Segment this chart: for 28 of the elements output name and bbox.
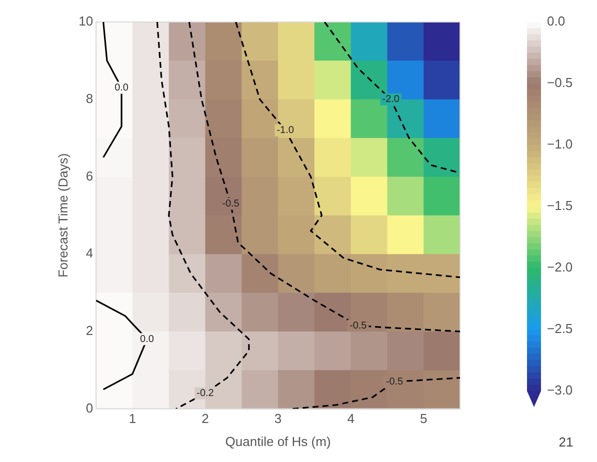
x-tick-label: 1 — [128, 411, 136, 426]
text: 21 — [558, 434, 574, 450]
annotation: 0.0 — [114, 82, 129, 94]
color-bar-label: −1.0 — [547, 136, 573, 152]
color-bar-label: −3.0 — [547, 382, 573, 398]
y-axis-title: Forecast Time (Days) — [55, 153, 70, 278]
annotation: -0.5 — [386, 376, 404, 388]
x-tick-label: 3 — [274, 411, 282, 426]
x-tick-label: 4 — [347, 411, 354, 426]
y-tick-label: 8 — [86, 90, 94, 106]
color-bar-label: −0.5 — [547, 75, 573, 90]
y-tick-label: 2 — [86, 323, 94, 338]
y-tick-label: 6 — [86, 168, 94, 184]
x-tick-label: 2 — [202, 411, 209, 426]
annotation: -0.2 — [196, 388, 214, 400]
x-axis-title: Quantile of Hs (m) — [225, 434, 331, 449]
color-bar-label: 0.0 — [547, 14, 566, 29]
annotation: -1.0 — [276, 125, 294, 136]
x-tick-label: 5 — [420, 411, 428, 426]
y-tick-label: 10 — [78, 14, 94, 29]
annotation: -0.5 — [222, 198, 240, 210]
color-bar-label: −2.5 — [547, 320, 573, 336]
annotation: -0.5 — [349, 320, 368, 332]
color-bar-label: −1.5 — [547, 198, 573, 213]
annotation: 0.0 — [140, 334, 154, 345]
color-bar-label: −2.0 — [547, 259, 573, 274]
y-tick-label: 0 — [86, 400, 94, 416]
y-tick-label: 4 — [86, 246, 94, 261]
